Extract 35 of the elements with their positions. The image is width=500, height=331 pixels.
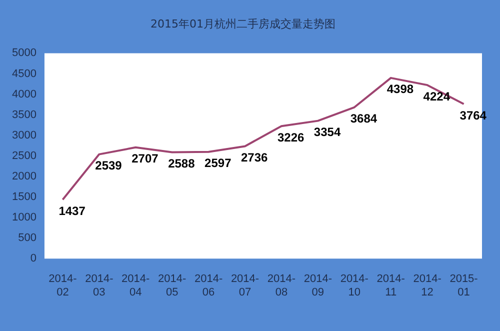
y-tick-label: 3500 — [12, 108, 36, 121]
x-tick-label: 2014-11 — [376, 273, 406, 298]
y-tick-label: 500 — [18, 232, 36, 244]
x-tick-label: 2014-08 — [267, 273, 296, 298]
data-label: 3226 — [277, 130, 304, 144]
x-tick-label: 2014-10 — [340, 273, 369, 298]
data-label: 2597 — [204, 156, 232, 170]
x-tick-label: 2014-12 — [413, 273, 442, 298]
data-label: 2588 — [168, 156, 196, 171]
data-label: 4224 — [423, 89, 450, 104]
y-tick-label: 5000 — [12, 47, 36, 60]
data-label: 2736 — [241, 150, 268, 165]
x-tick-label: 2015-01 — [450, 273, 478, 298]
data-label: 3354 — [314, 125, 341, 140]
x-tick-label: 2014-05 — [158, 273, 186, 298]
data-label: 3684 — [350, 112, 378, 126]
data-label: 1437 — [58, 204, 86, 218]
y-tick-label: 2500 — [12, 150, 36, 162]
y-tick-label: 0 — [30, 252, 36, 265]
y-tick-label: 4000 — [12, 88, 36, 100]
y-tick-label: 4500 — [12, 68, 36, 80]
y-tick-label: 2000 — [12, 170, 36, 182]
data-label: 2707 — [132, 152, 159, 166]
x-tick-label: 2014-06 — [194, 273, 223, 298]
chart-title: 2015年01月杭州二手房成交量走势图 — [150, 17, 336, 30]
y-tick-label: 1000 — [12, 212, 36, 224]
x-tick-label: 2014-09 — [304, 273, 332, 298]
x-tick-label: 2014-03 — [85, 273, 114, 298]
y-tick-label: 1500 — [12, 191, 36, 204]
y-tick-label: 3000 — [12, 129, 36, 142]
x-tick-label: 2014-07 — [230, 273, 260, 298]
x-tick-label: 2014-04 — [122, 273, 150, 298]
data-label: 2539 — [95, 158, 122, 173]
x-tick-label: 2014-02 — [48, 273, 78, 298]
data-label: 4398 — [386, 82, 414, 96]
